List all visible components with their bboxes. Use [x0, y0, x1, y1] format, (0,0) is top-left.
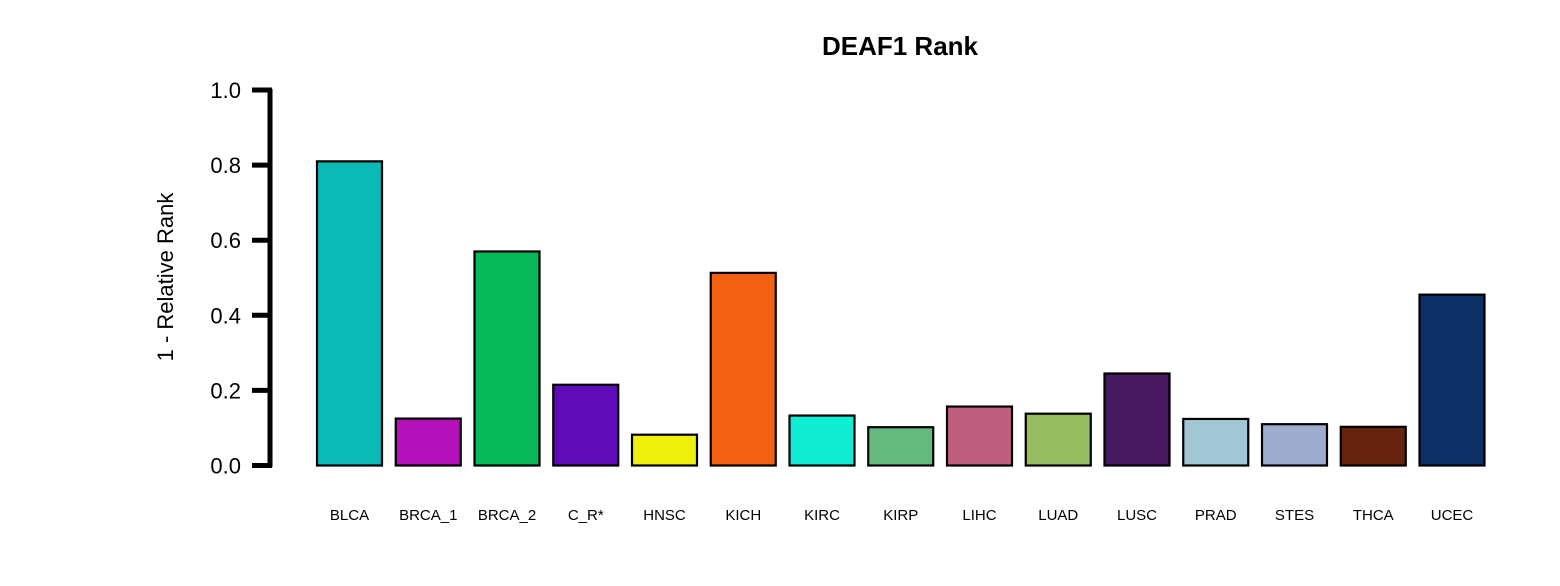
bar-kirc — [788, 414, 856, 467]
y-tick-label: 0.6 — [210, 228, 241, 253]
y-tick-label: 0.8 — [210, 153, 241, 178]
x-tick-label: LUAD — [1038, 507, 1078, 524]
y-tick-label: 0.2 — [210, 378, 241, 403]
bar-blca — [315, 160, 384, 467]
x-tick-label: PRAD — [1195, 507, 1237, 524]
bar-c-r — [552, 383, 620, 467]
x-tick-label: STES — [1275, 507, 1314, 524]
x-tick-label: KIRC — [804, 507, 840, 524]
x-tick-label: THCA — [1353, 507, 1394, 524]
y-tick-label: 0.0 — [210, 454, 241, 479]
x-tick-label: KICH — [725, 507, 761, 524]
x-tick-label: KIRP — [883, 507, 918, 524]
x-tick-label: BRCA_2 — [478, 507, 536, 524]
bar-ucec — [1418, 293, 1486, 467]
bar-prad — [1182, 417, 1250, 467]
bar-luad — [1024, 412, 1092, 467]
bar-brca-1 — [394, 417, 462, 467]
x-tick-label: UCEC — [1431, 507, 1474, 524]
x-tick-label: HNSC — [643, 507, 686, 524]
bar-brca-2 — [473, 250, 541, 467]
x-tick-label: LUSC — [1117, 507, 1157, 524]
x-tick-label: LIHC — [962, 507, 996, 524]
y-tick-label: 0.4 — [210, 303, 241, 328]
x-tick-label: C_R* — [568, 507, 604, 524]
bar-kich — [709, 271, 777, 467]
bar-kirp — [867, 426, 935, 467]
x-tick-label: BLCA — [330, 507, 369, 524]
bar-hnsc — [630, 433, 699, 467]
bar-stes — [1260, 423, 1329, 467]
bars — [315, 160, 1486, 467]
x-tick-label: BRCA_1 — [399, 507, 457, 524]
chart-title: DEAF1 Rank — [822, 31, 979, 61]
bar-lihc — [945, 405, 1014, 467]
x-axis-tick-labels: BLCA BRCA_1 BRCA_2 C_R* HNSC KICH KIRC KIRP LIHC… — [330, 507, 1474, 524]
y-axis-label: 1 - Relative Rank — [153, 192, 178, 362]
y-axis-ticks: 0.0 0.2 0.4 0.6 0.8 1.0 — [210, 78, 272, 479]
y-tick-label: 1.0 — [210, 78, 241, 103]
bar-thca — [1339, 425, 1407, 467]
bar-lusc — [1103, 372, 1171, 467]
